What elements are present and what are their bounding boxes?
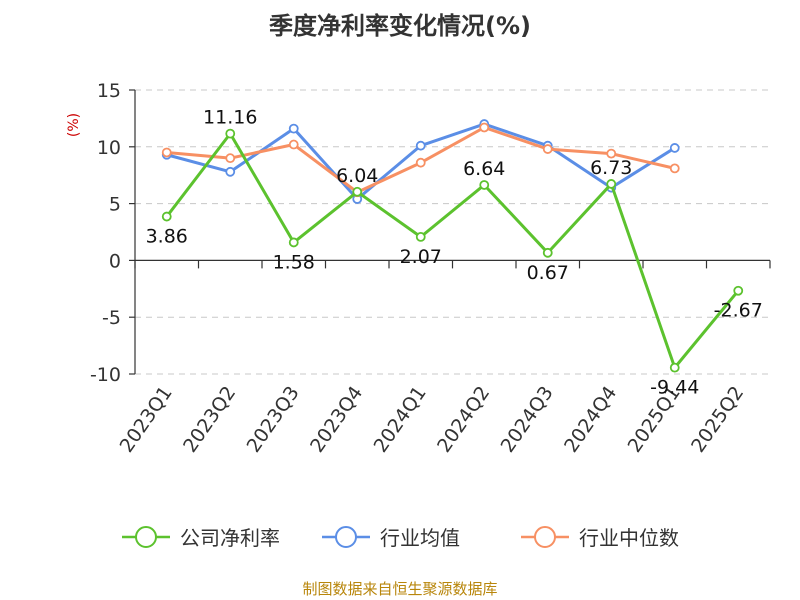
data-point — [161, 147, 172, 158]
y-axis-unit-label: (%) — [66, 113, 82, 137]
y-tick-label: 10 — [97, 137, 121, 159]
legend-swatch-marker — [135, 526, 157, 548]
data-point — [161, 211, 172, 222]
x-tick-label: 2024Q3 — [497, 382, 558, 456]
data-point — [415, 157, 426, 168]
data-point — [542, 247, 553, 258]
y-tick-label: 5 — [109, 194, 121, 216]
data-label: 3.86 — [146, 226, 188, 248]
data-point — [288, 123, 299, 134]
data-point — [225, 166, 236, 177]
data-label: 6.73 — [590, 157, 632, 179]
data-label: 11.16 — [203, 107, 257, 129]
x-tick-label: 2023Q2 — [179, 382, 240, 456]
data-label: 6.64 — [463, 158, 505, 180]
data-point — [288, 139, 299, 150]
data-point — [606, 179, 617, 189]
data-source-note: 制图数据来自恒生聚源数据库 — [302, 580, 497, 598]
data-point — [415, 231, 426, 242]
y-tick-label: 0 — [109, 250, 121, 272]
chart-title: 季度净利率变化情况(%) — [269, 12, 531, 40]
series-lines — [161, 119, 744, 373]
y-tick-label: 15 — [97, 80, 121, 102]
data-point — [352, 186, 363, 197]
x-tick-label: 2024Q2 — [433, 382, 494, 456]
x-tick-label: 2024Q1 — [370, 382, 431, 456]
legend-swatch-marker — [534, 526, 556, 548]
legend-swatch-marker — [335, 526, 357, 548]
data-label: -9.44 — [650, 377, 699, 399]
data-point — [669, 143, 680, 153]
data-point — [415, 140, 426, 151]
y-tick-label: -5 — [102, 307, 121, 329]
data-point — [542, 144, 553, 154]
data-point — [479, 122, 490, 133]
x-tick-label: 2024Q4 — [560, 382, 621, 456]
x-tick-label: 2023Q3 — [243, 382, 304, 456]
grid-lines — [135, 89, 770, 375]
data-point — [225, 153, 236, 164]
legend-label: 行业均值 — [380, 526, 460, 550]
data-point — [225, 128, 236, 139]
data-label: 2.07 — [400, 246, 442, 268]
x-tick-label: 2023Q4 — [306, 382, 367, 456]
legend-label: 公司净利率 — [180, 526, 280, 550]
y-tick-label: -10 — [90, 364, 121, 386]
legend-label: 行业中位数 — [579, 526, 679, 550]
data-point — [669, 163, 680, 174]
series-line-0 — [165, 132, 740, 370]
data-label: -2.67 — [714, 300, 763, 322]
data-point — [733, 285, 744, 296]
data-point — [669, 362, 680, 373]
data-label: 0.67 — [527, 262, 569, 284]
x-tick-label: 2023Q1 — [116, 382, 177, 456]
data-point — [288, 237, 299, 248]
data-label: 6.04 — [336, 165, 378, 187]
data-label: 1.58 — [273, 251, 315, 273]
legend: 公司净利率 行业均值 行业中位数 — [122, 526, 679, 550]
data-point — [606, 148, 617, 159]
data-point — [479, 180, 490, 190]
data-labels: 3.86 11.16 1.58 6.04 2.07 6.64 0.67 6.73 -9.44 -2… — [146, 107, 763, 399]
